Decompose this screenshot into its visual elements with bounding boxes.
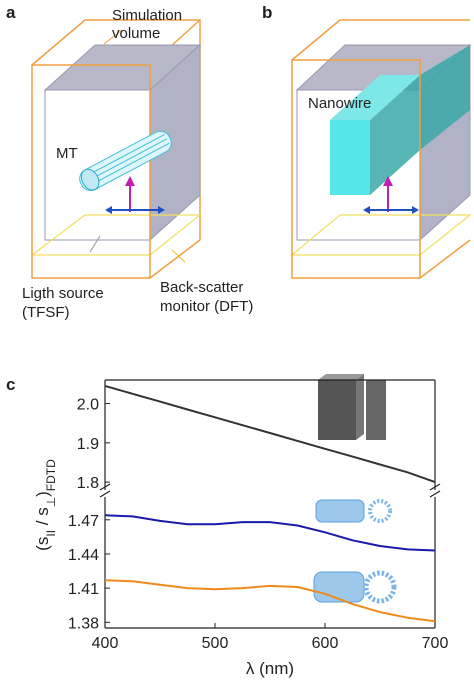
diagram-a	[30, 19, 202, 279]
data-line	[104, 384, 436, 484]
y-tick-label: 1.9	[77, 436, 99, 453]
inset-icons	[313, 374, 397, 604]
y-axis-label: (sII / s⊥)FDTD	[33, 459, 58, 551]
x-tick-label: 700	[422, 635, 449, 652]
y-tick-label: 1.41	[68, 581, 99, 598]
x-tick-label: 500	[202, 635, 229, 652]
panel-label: b	[262, 3, 272, 22]
y-axis-label-part: / s	[33, 507, 52, 530]
annotation: Simulation	[112, 7, 182, 24]
y-axis-label-part: ⊥	[44, 497, 58, 507]
y-axis-label-part: FDTD	[44, 459, 58, 491]
x-axis-label: λ (nm)	[246, 659, 294, 678]
y-tick-label: 2.0	[77, 397, 99, 414]
data-line	[104, 514, 436, 552]
diagram-b	[290, 19, 472, 279]
y-tick-label: 1.47	[68, 513, 99, 530]
chart: c 1.8 1.9 2.0 1.38 1.41 1.44 1.47 400 500 600 700 λ …	[6, 375, 448, 678]
annotation: monitor (DFT)	[160, 298, 253, 315]
x-tick-label: 600	[312, 635, 339, 652]
panel-label: c	[6, 375, 15, 394]
axis-break	[99, 490, 111, 498]
panel-label: a	[6, 3, 16, 22]
annotation: Ligth source	[22, 285, 104, 302]
y-tick-label: 1.44	[68, 547, 99, 564]
data-line	[104, 579, 436, 623]
y-tick-label: 1.38	[68, 615, 99, 632]
annotation: MT	[56, 145, 78, 162]
annotation: (TFSF)	[22, 304, 69, 321]
x-tick-label: 400	[92, 635, 119, 652]
annotation: volume	[112, 25, 160, 42]
y-axis-label-part: II	[44, 530, 58, 537]
axis-break	[429, 490, 441, 498]
y-tick-label: 1.8	[77, 475, 99, 492]
annotation: Nanowire	[308, 95, 371, 112]
y-axis-label-part: )	[33, 491, 52, 497]
annotation: Back-scatter	[160, 279, 243, 296]
y-axis-label-part: (s	[33, 537, 52, 551]
axis-break	[429, 483, 441, 491]
axis-break	[99, 483, 111, 491]
